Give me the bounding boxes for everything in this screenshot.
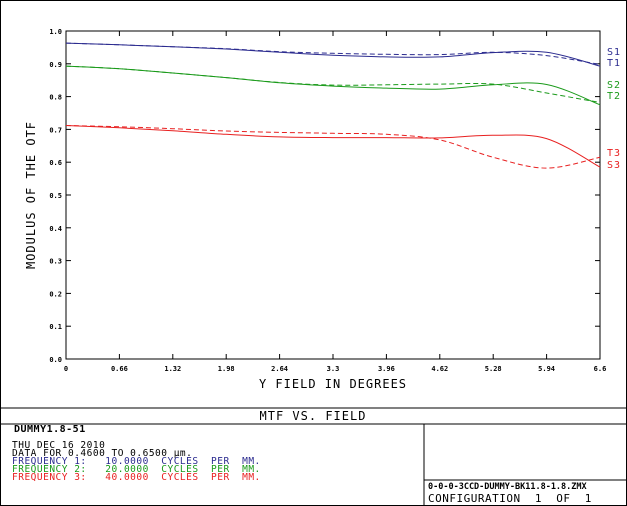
- legend-label-t2: T2: [607, 91, 621, 102]
- y-tick-label: 0.8: [49, 94, 62, 102]
- y-tick-label: 0.0: [49, 356, 62, 364]
- y-tick-label: 0.4: [49, 225, 62, 233]
- legend-label-s3: S3: [607, 160, 621, 171]
- x-tick-label: 4.62: [431, 365, 448, 373]
- y-tick-label: 0.1: [49, 323, 62, 331]
- chart-title: MTF VS. FIELD: [260, 409, 367, 423]
- y-tick-label: 0.7: [49, 126, 62, 134]
- plot-area: [65, 30, 601, 360]
- configuration-line: CONFIGURATION 1 OF 1: [428, 492, 592, 505]
- y-tick-label: 1.0: [49, 28, 62, 36]
- x-tick-label: 0: [64, 365, 68, 373]
- legend-label-s1: S1: [607, 47, 621, 58]
- series-line-t1: [65, 42, 601, 67]
- x-tick-label: 3.3: [327, 365, 340, 373]
- legend-label-t3: T3: [607, 148, 621, 159]
- y-tick-label: 0.2: [49, 290, 62, 298]
- axis-ticks: [65, 30, 601, 360]
- y-tick-label: 0.6: [49, 159, 62, 167]
- series-line-t3: [65, 125, 601, 168]
- x-tick-label: 2.64: [271, 365, 288, 373]
- lens-name: DUMMY1.8-51: [14, 424, 86, 435]
- series-line-s1: [65, 42, 601, 65]
- x-tick-labels: 0 0.66 1.32 1.98 2.64 3.3 3.96 4.62 5.28 5.94 6.6: [64, 365, 606, 373]
- x-tick-label: 5.28: [485, 365, 502, 373]
- frequency-3-line: FREQUENCY 3: 40.0000 CYCLES PER MM.: [12, 472, 261, 483]
- x-tick-label: 1.32: [164, 365, 181, 373]
- y-tick-labels: 0.0 0.1 0.2 0.3 0.4 0.5 0.6 0.7 0.8 0.9 1.0: [49, 28, 62, 364]
- file-name: 0-0-0-3CCD-DUMMY-BK11.8-1.8.ZMX: [428, 482, 587, 492]
- x-tick-label: 5.94: [538, 365, 555, 373]
- series-line-s2: [65, 65, 601, 103]
- y-axis-label: MODULUS OF THE OTF: [24, 121, 38, 269]
- x-axis-label: Y FIELD IN DEGREES: [259, 377, 407, 391]
- x-tick-label: 6.6: [594, 365, 607, 373]
- frequency-2-line: FREQUENCY 2: 20.0000 CYCLES PER MM.: [12, 464, 261, 475]
- date-line: THU DEC 16 2010: [12, 440, 106, 451]
- series-line-s3: [65, 125, 601, 169]
- y-tick-label: 0.3: [49, 258, 62, 266]
- legend-label-s2: S2: [607, 80, 621, 91]
- x-tick-label: 1.98: [218, 365, 235, 373]
- y-tick-label: 0.9: [49, 61, 62, 69]
- x-tick-label: 3.96: [378, 365, 395, 373]
- frequency-1-line: FREQUENCY 1: 10.0000 CYCLES PER MM.: [12, 456, 261, 467]
- x-tick-label: 0.66: [111, 365, 128, 373]
- series-lines: [65, 42, 601, 169]
- data-range-line: DATA FOR 0.4600 TO 0.6500 µm.: [12, 448, 193, 459]
- y-tick-label: 0.5: [49, 192, 62, 200]
- legend-label-t1: T1: [607, 58, 621, 69]
